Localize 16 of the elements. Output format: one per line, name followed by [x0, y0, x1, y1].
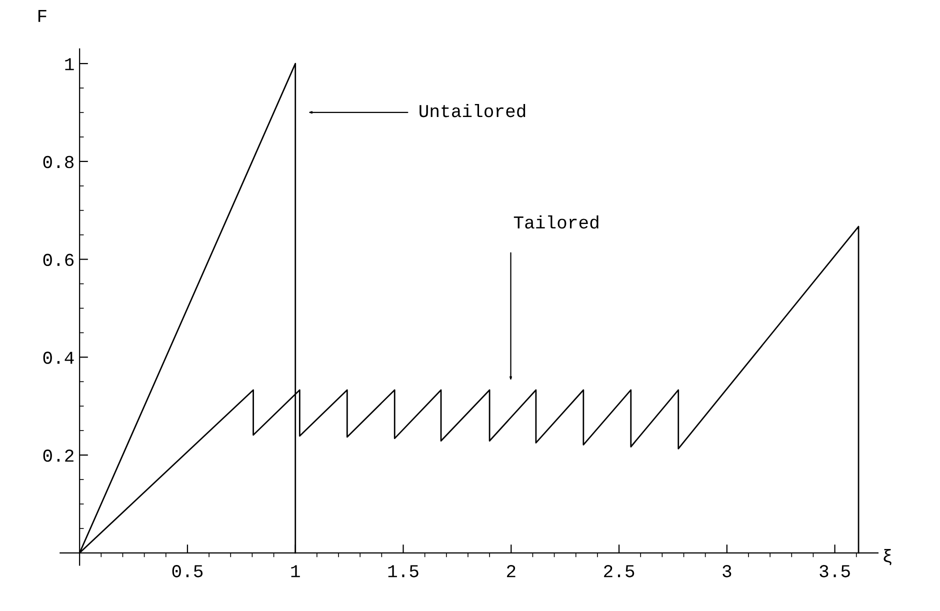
x-tick-label: 1 [291, 565, 300, 578]
y-tick-label: 0.6 [43, 254, 74, 266]
x-tick-label: 2 [506, 565, 516, 578]
x-tick-label: 2.5 [604, 565, 634, 578]
y-tick-label: 0.2 [43, 450, 74, 462]
x-tick-label: 0.5 [172, 565, 203, 578]
x-tick-label: 1.5 [388, 565, 418, 578]
y-tick-label: 0.8 [43, 156, 74, 168]
y-tick-label: 0.4 [43, 352, 74, 364]
annotation: Tailored [514, 215, 598, 229]
annotation: Untailored [420, 104, 526, 118]
y-tick-label: 1 [65, 58, 74, 70]
x-tick-label: 3.5 [820, 565, 850, 578]
x-axis-title: ξ [884, 549, 892, 566]
y-axis-title: F [38, 10, 46, 22]
x-tick-label: 3 [722, 565, 732, 578]
